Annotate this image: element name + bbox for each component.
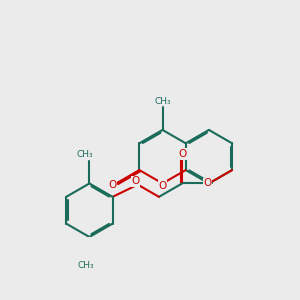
Text: CH₃: CH₃ [154,97,171,106]
Text: O: O [132,176,140,186]
Text: O: O [109,180,117,190]
Text: O: O [178,149,186,159]
Text: O: O [158,181,167,190]
Text: CH₃: CH₃ [78,261,94,270]
Text: CH₃: CH₃ [76,150,93,159]
Text: O: O [203,178,212,188]
